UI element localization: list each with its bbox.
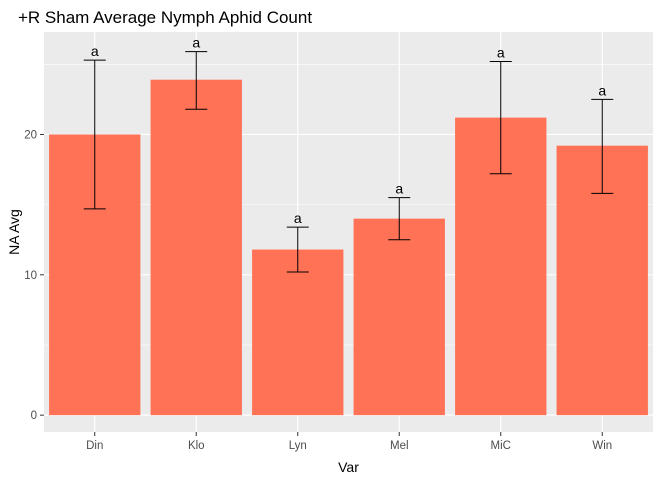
x-axis-title: Var (338, 459, 359, 475)
error-bar-klo (185, 51, 208, 110)
y-tick-label: 0 (31, 410, 37, 422)
bar-lyn (252, 249, 344, 416)
plot-panel (44, 32, 653, 432)
y-tick-label: 20 (24, 129, 37, 141)
significance-label: a (598, 82, 606, 98)
y-tick-label: 10 (24, 270, 37, 282)
significance-label: a (91, 43, 99, 59)
x-tick-label-klo: Klo (188, 440, 205, 452)
error-bar-din (83, 59, 106, 210)
y-axis-title: NA Avg (6, 209, 22, 255)
y-axis-ticks: 0 10 20 (24, 129, 44, 422)
error-bars (83, 51, 614, 273)
x-tick-label-din: Din (86, 440, 103, 452)
bars (49, 79, 648, 416)
significance-label: a (294, 210, 302, 226)
chart-title: +R Sham Average Nymph Aphid Count (18, 8, 312, 27)
bar-mel (353, 218, 445, 416)
x-tick-label-mic: MiC (491, 440, 511, 452)
error-bar-mel (388, 197, 411, 241)
x-axis-ticks: Din Klo Lyn Mel MiC Win (86, 432, 612, 452)
significance-label: a (192, 35, 200, 51)
x-tick-label-win: Win (592, 440, 612, 452)
error-bar-mic (489, 60, 512, 175)
error-bar-win (591, 98, 614, 194)
significance-label: a (497, 44, 505, 60)
bar-klo (150, 79, 242, 416)
error-bar-lyn (286, 226, 309, 273)
x-tick-label-mel: Mel (390, 440, 409, 452)
x-tick-label-lyn: Lyn (289, 440, 307, 452)
significance-labels: a a a a a a (91, 35, 607, 226)
significance-label: a (395, 181, 403, 197)
